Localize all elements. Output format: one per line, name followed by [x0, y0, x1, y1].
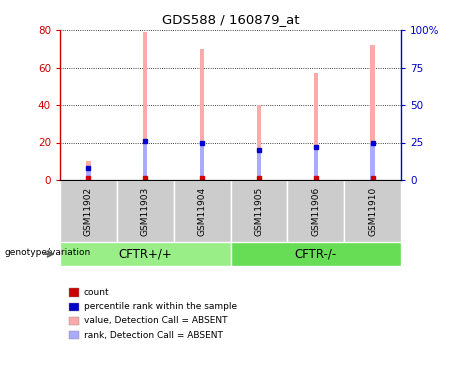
Bar	[86, 168, 91, 180]
Bar	[370, 45, 375, 180]
Text: GSM11905: GSM11905	[254, 186, 263, 236]
Bar	[143, 141, 148, 180]
Bar	[143, 32, 148, 180]
Bar	[174, 180, 230, 242]
Bar	[230, 180, 287, 242]
Text: value, Detection Call = ABSENT: value, Detection Call = ABSENT	[84, 316, 227, 326]
Text: GSM11904: GSM11904	[198, 186, 207, 236]
Text: GSM11906: GSM11906	[311, 186, 320, 236]
Bar	[313, 147, 318, 180]
Text: GSM11902: GSM11902	[84, 186, 93, 236]
Text: rank, Detection Call = ABSENT: rank, Detection Call = ABSENT	[84, 331, 223, 340]
Bar	[257, 105, 261, 180]
Bar	[257, 150, 261, 180]
Text: genotype/variation: genotype/variation	[5, 248, 91, 256]
Bar	[200, 142, 204, 180]
Bar	[60, 180, 117, 242]
Text: count: count	[84, 288, 110, 297]
Bar	[60, 242, 230, 266]
Bar	[230, 242, 401, 266]
Bar	[313, 73, 318, 180]
Text: percentile rank within the sample: percentile rank within the sample	[84, 302, 237, 311]
Bar	[344, 180, 401, 242]
Text: GSM11903: GSM11903	[141, 186, 150, 236]
Bar	[370, 142, 375, 180]
Text: CFTR+/+: CFTR+/+	[118, 248, 172, 261]
Text: GSM11910: GSM11910	[368, 186, 377, 236]
Bar	[117, 180, 174, 242]
Text: CFTR-/-: CFTR-/-	[295, 248, 337, 261]
Bar	[200, 49, 204, 180]
Bar	[86, 161, 91, 180]
Bar	[287, 180, 344, 242]
Title: GDS588 / 160879_at: GDS588 / 160879_at	[162, 13, 299, 26]
